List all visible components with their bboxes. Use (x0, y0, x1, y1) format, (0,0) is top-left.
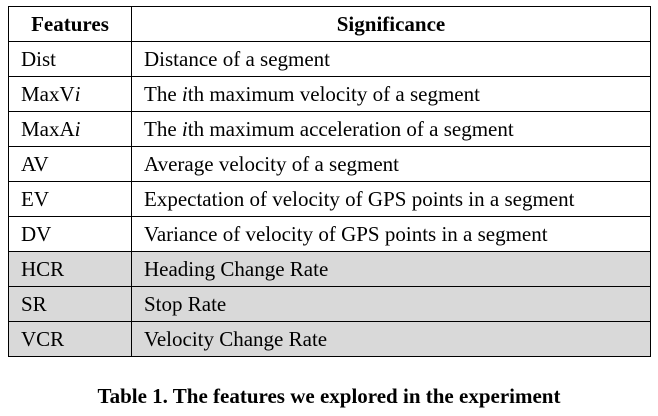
table-row: AV Average velocity of a segment (8, 146, 651, 182)
feature-name: Dist (21, 47, 57, 71)
table-body: Dist Distance of a segment MaxVi The ith ma… (8, 41, 651, 357)
feature-name: VCR (21, 327, 65, 351)
feature-index: i (74, 117, 81, 141)
feature-cell: Dist (8, 41, 132, 77)
feature-cell: MaxAi (8, 111, 132, 147)
table-row: EV Expectation of velocity of GPS points … (8, 181, 651, 217)
significance-text-suffix: th maximum acceleration of a segment (187, 117, 514, 141)
feature-cell: SR (8, 286, 132, 322)
feature-name: HCR (21, 257, 65, 281)
significance-text: Average velocity of a segment (144, 152, 400, 176)
significance-cell: The ith maximum velocity of a segment (131, 76, 651, 112)
table-row: Dist Distance of a segment (8, 41, 651, 77)
feature-name: SR (21, 292, 47, 316)
feature-name: EV (21, 187, 49, 211)
feature-name: AV (21, 152, 49, 176)
significance-cell: Average velocity of a segment (131, 146, 651, 182)
table-row: SR Stop Rate (8, 286, 651, 322)
significance-text: The (144, 82, 182, 106)
significance-index: i (181, 82, 188, 106)
significance-text: Stop Rate (144, 292, 227, 316)
features-table-container: Features Significance Dist Distance of a … (8, 6, 651, 357)
significance-cell: Distance of a segment (131, 41, 651, 77)
significance-cell: Variance of velocity of GPS points in a … (131, 216, 651, 252)
significance-text-suffix: th maximum velocity of a segment (187, 82, 480, 106)
significance-cell: Velocity Change Rate (131, 321, 651, 357)
feature-name: DV (21, 222, 52, 246)
feature-cell: HCR (8, 251, 132, 287)
significance-text: Velocity Change Rate (144, 327, 328, 351)
significance-index: i (181, 117, 188, 141)
feature-cell: VCR (8, 321, 132, 357)
header-significance: Significance (131, 6, 651, 42)
significance-text: Heading Change Rate (144, 257, 329, 281)
significance-text: Distance of a segment (144, 47, 331, 71)
significance-cell: Stop Rate (131, 286, 651, 322)
table-row: HCR Heading Change Rate (8, 251, 651, 287)
significance-cell: Heading Change Rate (131, 251, 651, 287)
significance-text: The (144, 117, 182, 141)
header-features: Features (8, 6, 132, 42)
table-row: DV Variance of velocity of GPS points in … (8, 216, 651, 252)
table-row: MaxVi The ith maximum velocity of a segme… (8, 76, 651, 112)
feature-cell: EV (8, 181, 132, 217)
feature-name: MaxV (21, 82, 75, 106)
significance-text: Expectation of velocity of GPS points in… (144, 187, 575, 211)
table-row: VCR Velocity Change Rate (8, 321, 651, 357)
feature-name: MaxA (21, 117, 75, 141)
feature-cell: MaxVi (8, 76, 132, 112)
table-caption: Table 1. The features we explored in the… (97, 384, 561, 408)
significance-cell: The ith maximum acceleration of a segmen… (131, 111, 651, 147)
significance-cell: Expectation of velocity of GPS points in… (131, 181, 651, 217)
feature-cell: AV (8, 146, 132, 182)
significance-text: Variance of velocity of GPS points in a … (144, 222, 548, 246)
features-table: Features Significance Dist Distance of a … (8, 6, 651, 357)
feature-cell: DV (8, 216, 132, 252)
table-header-row: Features Significance (8, 6, 651, 42)
table-row: MaxAi The ith maximum acceleration of a s… (8, 111, 651, 147)
feature-index: i (74, 82, 81, 106)
